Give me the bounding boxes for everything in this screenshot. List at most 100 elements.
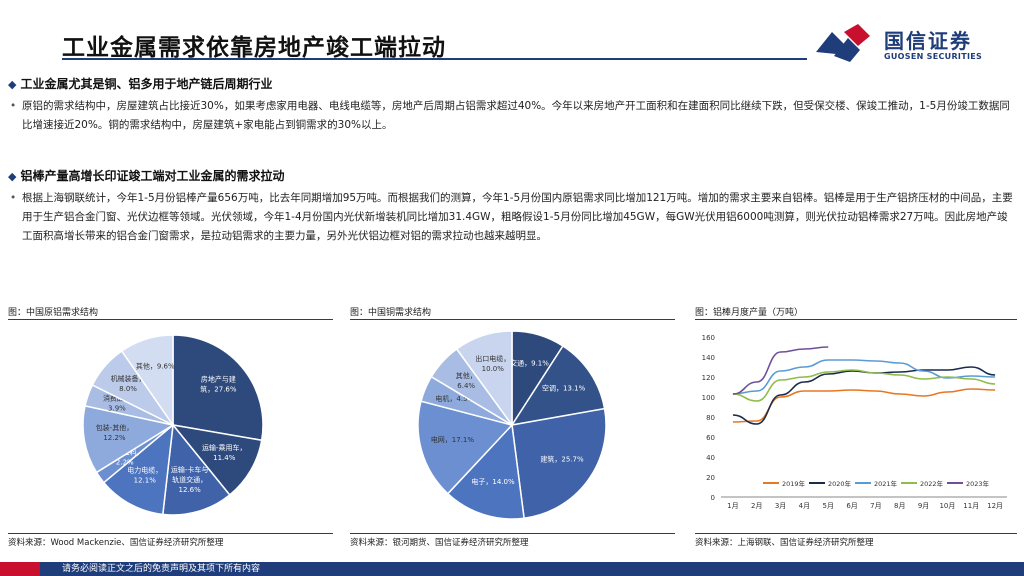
series-line-3 bbox=[732, 369, 996, 402]
section1-paragraph-text: 原铝的需求结构中，房屋建筑占比接近30%，如果考虑家用电器、电线电缆等，房地产后… bbox=[22, 100, 1010, 131]
pie-label-1-0: 空调，13.1% bbox=[542, 384, 586, 393]
section1-heading: ◆ 工业金属尤其是铜、铝多用于地产链后周期行业 bbox=[8, 75, 272, 92]
chart-title-rule bbox=[350, 319, 675, 320]
y-tick-label: 20 bbox=[706, 474, 715, 482]
section2-heading-text: 铝棒产量高增长印证竣工端对工业金属的需求拉动 bbox=[20, 169, 285, 183]
pie-label-4-1: 2.2% bbox=[116, 459, 134, 467]
legend-label-2: 2021年 bbox=[874, 479, 898, 488]
pie-label-0-0: 交通，9.1% bbox=[510, 358, 549, 367]
pie-slice-8 bbox=[120, 334, 174, 428]
pie-label-7-1: 10.0% bbox=[482, 365, 505, 373]
copper-demand-chart: 图：中国铜需求结构 交通，9.1% 空调，13.1% 建筑，25.7% 电子，14.0… bbox=[350, 305, 675, 548]
pie-label-1-1: 11.4% bbox=[213, 454, 236, 462]
pie-label-8-0: 其他，9.6% bbox=[136, 361, 175, 370]
series-line-4 bbox=[732, 346, 829, 395]
copper-pie-svg: 交通，9.1% 空调，13.1% 建筑，25.7% 电子，14.0% 电网，17.1% 电… bbox=[417, 330, 607, 520]
pie-label-7-0: 出口电缆， bbox=[475, 354, 510, 363]
aluminium-demand-chart: 图：中国原铝需求结构 房地产与建 筑，27.6% 运输-乘用车， 11.4% 运输-卡车… bbox=[8, 305, 333, 548]
chart-source-rule bbox=[350, 533, 675, 534]
x-tick-label: 12月 bbox=[987, 502, 1003, 510]
pie-label-3-1: 12.1% bbox=[134, 476, 157, 484]
x-tick-label: 9月 bbox=[918, 502, 929, 510]
section2-paragraph: • 根据上海钢联统计，今年1-5月份铝棒产量656万吨，比去年同期增加95万吨。而… bbox=[8, 189, 1018, 246]
pie-label-6-0: 其他， bbox=[456, 371, 477, 380]
footer-disclaimer: 请务必阅读正文之后的免责声明及其项下所有内容 bbox=[62, 564, 261, 574]
legend-label-4: 2023年 bbox=[966, 479, 990, 488]
section2-heading: ◆ 铝棒产量高增长印证竣工端对工业金属的需求拉动 bbox=[8, 167, 284, 184]
pie-label-5-0: 电机，4.5% bbox=[435, 394, 474, 403]
aluminium-rod-output-chart: 图：铝棒月度产量（万吨） 0 20 40 60 80 100 120 140 160 1月 2月 3月… bbox=[695, 305, 1017, 548]
footer-bar: 请务必阅读正文之后的免责声明及其项下所有内容 bbox=[0, 562, 1024, 576]
legend-label-1: 2020年 bbox=[828, 479, 852, 488]
pie-label-3-0: 电力电缆， bbox=[127, 465, 162, 474]
pie-label-2-1: 轨道交通， bbox=[172, 475, 207, 484]
page-title: 工业金属需求依靠房地产竣工端拉动 bbox=[62, 35, 446, 61]
y-tick-label: 0 bbox=[711, 494, 715, 502]
series-line-0 bbox=[732, 388, 996, 423]
pie-label-3-0: 电子，14.0% bbox=[471, 477, 515, 486]
pie-label-0-0: 房地产与建 bbox=[201, 375, 236, 384]
logo-cn-text: 国信证券 bbox=[884, 29, 972, 53]
pie-label-7-0: 机械装备， bbox=[111, 374, 146, 383]
pie-label-6-1: 3.9% bbox=[108, 404, 126, 412]
chart-title: 图：铝棒月度产量（万吨） bbox=[695, 308, 804, 318]
y-tick-label: 100 bbox=[702, 394, 715, 402]
y-tick-label: 60 bbox=[706, 434, 715, 442]
pie-slice-1 bbox=[171, 423, 263, 496]
chart-source: 资料来源：Wood Mackenzie、国信证券经济研究所整理 bbox=[8, 538, 224, 548]
x-tick-label: 11月 bbox=[963, 502, 979, 510]
y-tick-label: 80 bbox=[706, 414, 715, 422]
bullet-dot-icon: • bbox=[10, 100, 17, 112]
x-tick-label: 2月 bbox=[751, 502, 762, 510]
pie-slice-2 bbox=[161, 423, 231, 516]
x-tick-label: 10月 bbox=[939, 502, 955, 510]
aluminium-rod-line-svg: 0 20 40 60 80 100 120 140 160 1月 2月 3月 4月 5月 6月 7月 8月 9月 1… bbox=[702, 334, 1007, 510]
pie-label-7-1: 8.0% bbox=[119, 385, 137, 393]
y-tick-label: 140 bbox=[702, 354, 715, 362]
pie-slice-0 bbox=[172, 334, 264, 442]
pie-label-2-0: 建筑，25.7% bbox=[540, 455, 584, 464]
section2-paragraph-text: 根据上海钢联统计，今年1-5月份铝棒产量656万吨，比去年同期增加95万吨。而根… bbox=[22, 192, 1013, 242]
logo-en-text: GUOSEN SECURITIES bbox=[884, 52, 983, 61]
pie-label-2-2: 12.6% bbox=[179, 486, 202, 494]
pie-label-4-0: 电网，17.1% bbox=[431, 435, 475, 444]
x-tick-label: 8月 bbox=[894, 502, 905, 510]
x-tick-label: 4月 bbox=[799, 502, 810, 510]
chart-title: 图：中国原铝需求结构 bbox=[8, 308, 99, 318]
legend-label-0: 2019年 bbox=[782, 479, 806, 488]
footer-accent bbox=[0, 562, 40, 576]
series-line-2 bbox=[732, 359, 996, 395]
x-tick-label: 6月 bbox=[846, 502, 857, 510]
pie-slice-3 bbox=[446, 423, 525, 520]
diamond-bullet-icon: ◆ bbox=[8, 170, 17, 183]
company-logo: 国信证券 GUOSEN SECURITIES bbox=[814, 22, 1014, 66]
section1-paragraph: • 原铝的需求结构中，房屋建筑占比接近30%，如果考虑家用电器、电线电缆等，房地产… bbox=[8, 97, 1018, 135]
x-tick-label: 7月 bbox=[870, 502, 881, 510]
pie-slice-7 bbox=[455, 330, 513, 428]
bullet-dot-icon: • bbox=[10, 192, 17, 204]
title-underline bbox=[62, 58, 807, 60]
pie-slice-3 bbox=[102, 423, 174, 516]
chart-title-rule bbox=[695, 319, 1017, 320]
x-tick-label: 5月 bbox=[823, 502, 834, 510]
y-tick-label: 120 bbox=[702, 374, 715, 382]
pie-label-5-0: 包装-其他， bbox=[96, 423, 134, 432]
pie-slice-4 bbox=[417, 400, 514, 495]
chart-source-rule bbox=[695, 533, 1017, 534]
x-tick-label: 3月 bbox=[775, 502, 786, 510]
pie-label-0-1: 筑，27.6% bbox=[200, 385, 237, 394]
pie-label-2-0: 运输-卡车与 bbox=[171, 465, 209, 474]
chart-source-rule bbox=[8, 533, 333, 534]
legend-label-3: 2022年 bbox=[920, 479, 944, 488]
pie-slice-2 bbox=[511, 407, 607, 520]
chart-source: 资料来源：上海钢联、国信证券经济研究所整理 bbox=[695, 538, 874, 548]
chart-title: 图：中国铜需求结构 bbox=[350, 308, 432, 318]
chart-source: 资料来源：银河期货、国信证券经济研究所整理 bbox=[350, 538, 529, 548]
x-tick-label: 1月 bbox=[727, 502, 738, 510]
pie-label-5-1: 12.2% bbox=[103, 434, 126, 442]
pie-label-1-0: 运输-乘用车， bbox=[202, 443, 247, 452]
y-tick-label: 160 bbox=[702, 334, 715, 342]
diamond-bullet-icon: ◆ bbox=[8, 78, 17, 91]
pie-slice-5 bbox=[82, 404, 175, 474]
